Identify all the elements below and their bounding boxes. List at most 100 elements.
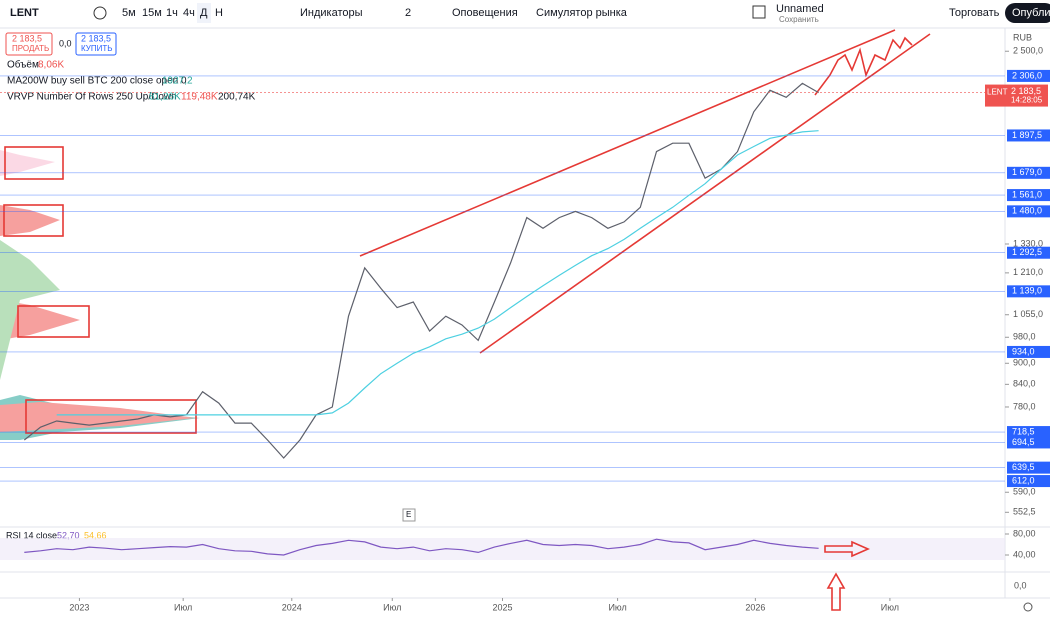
legend-volume-value: 8,06K <box>38 60 64 71</box>
macd-tick: 0,0 <box>1014 580 1027 590</box>
layout-name[interactable]: Unnamed <box>776 3 824 15</box>
y-tick-label: 80,00 <box>1013 528 1036 538</box>
interval[interactable]: 4ч <box>183 7 195 19</box>
sell-price[interactable]: 2 183,5 <box>12 33 42 43</box>
indicators[interactable]: Индикаторы <box>300 7 363 19</box>
sell-label[interactable]: ПРОДАТЬ <box>12 44 49 53</box>
x-tick-label: 2023 <box>69 602 89 612</box>
countdown: 14:28:05 <box>1011 96 1043 105</box>
y-tick-label: 1 055,0 <box>1013 309 1043 319</box>
legend-ma-value: 1927,2 <box>162 76 193 87</box>
layouts[interactable]: 2 <box>405 7 411 19</box>
buy-price[interactable]: 2 183,5 <box>81 33 111 43</box>
level-label-bg <box>1007 285 1050 298</box>
level-label-bg <box>1007 205 1050 218</box>
level-label: 1 139,0 <box>1012 286 1042 296</box>
level-label-bg <box>1007 189 1050 202</box>
checkbox[interactable] <box>752 5 766 19</box>
y-tick-label: 2 500,0 <box>1013 46 1043 56</box>
x-tick-label: 2025 <box>492 602 512 612</box>
y-tick-label: 40,00 <box>1013 549 1036 559</box>
last-price-bg <box>985 84 1048 107</box>
spread: 0,0 <box>59 38 72 48</box>
interval[interactable]: Д <box>200 7 208 19</box>
level-label-bg <box>1007 129 1050 142</box>
toolbar <box>0 0 1050 28</box>
legend-vrvp-up: 81,26K <box>149 92 181 103</box>
add-symbol[interactable] <box>93 6 107 20</box>
y-tick-label: 1 210,0 <box>1013 267 1043 277</box>
level-label-bg <box>1007 246 1050 259</box>
level-label-bg <box>1007 475 1050 488</box>
y-tick-label: 1 330,0 <box>1013 238 1043 248</box>
settings-icon[interactable] <box>1023 602 1033 612</box>
legend-ma: MA200W buy sell BTC 200 close open 0 <box>7 76 187 87</box>
badge-bg[interactable] <box>402 508 416 522</box>
x-tick-label: Июл <box>174 602 192 612</box>
level-label-bg <box>1007 166 1050 179</box>
level-label: 2 306,0 <box>1012 70 1042 80</box>
volume-profile <box>0 150 200 440</box>
interval[interactable]: 15м <box>142 7 162 19</box>
y-tick-label: 980,0 <box>1013 332 1036 342</box>
sell-button[interactable] <box>5 32 53 56</box>
rsi-band <box>0 538 1005 560</box>
save[interactable]: Сохранить <box>779 15 819 24</box>
level-label-bg <box>1007 345 1050 358</box>
level-label-bg <box>1007 426 1050 439</box>
currency: RUB <box>1013 32 1032 42</box>
legend-rsi-ma: 54,66 <box>84 530 107 540</box>
y-tick-label: 840,0 <box>1013 379 1036 389</box>
legend-vrvp-down: 119,48K <box>181 92 218 103</box>
legend-vrvp: VRVP Number Of Rows 250 Up/Down <box>7 92 177 103</box>
series-line <box>23 82 819 459</box>
series-line <box>24 538 819 556</box>
publish[interactable]: Опублик <box>1012 7 1050 19</box>
simulator[interactable]: Симулятор рынка <box>536 7 628 19</box>
legend-rsi-value: 52,70 <box>57 530 80 540</box>
last-price: 2 183,5 <box>1011 86 1041 96</box>
level-label: 718,5 <box>1012 426 1035 436</box>
y-tick-label: 552,5 <box>1013 507 1036 517</box>
pane: 80,00 40,00 <box>24 528 1036 559</box>
x-tick-label: Июл <box>608 602 626 612</box>
x-tick-label: 2024 <box>282 602 302 612</box>
legend-volume: Объём <box>7 59 39 71</box>
buy-button[interactable] <box>75 32 117 56</box>
series-line <box>56 130 819 416</box>
annotations <box>3 29 931 611</box>
pane: 2 500,0 1 330,0 1 210,0 1 055,0 980,0 900,0 84… <box>0 46 1050 612</box>
level-label-bg <box>1007 436 1050 449</box>
level-label-bg <box>1007 461 1050 474</box>
y-tick-label: 590,0 <box>1013 487 1036 497</box>
interval[interactable]: 5м <box>122 7 136 19</box>
publish-bg[interactable] <box>1005 3 1050 23</box>
level-label: 639,5 <box>1012 462 1035 472</box>
legend-vrvp-total: 200,74K <box>218 92 256 103</box>
x-tick-label: Июл <box>383 602 401 612</box>
interval[interactable]: 1ч <box>166 7 178 19</box>
y-tick-label: 900,0 <box>1013 358 1036 368</box>
badge[interactable]: E <box>406 510 411 519</box>
interval[interactable]: Н <box>215 7 223 19</box>
legend-rsi: RSI 14 close <box>6 530 57 540</box>
level-label: 1 679,0 <box>1012 167 1042 177</box>
level-label: 934,0 <box>1012 346 1035 356</box>
level-label: 1 897,5 <box>1012 130 1042 140</box>
interval-active-bg <box>197 3 211 23</box>
x-tick-label: Июл <box>881 602 899 612</box>
symbol[interactable]: LENT <box>10 7 39 19</box>
level-label: 1 292,5 <box>1012 247 1042 257</box>
buy-label[interactable]: КУПИТЬ <box>81 44 112 53</box>
alerts[interactable]: Оповещения <box>452 7 518 19</box>
y-tick-label: 780,0 <box>1013 401 1036 411</box>
level-label: 1 561,0 <box>1012 189 1042 199</box>
level-label: 612,0 <box>1012 475 1035 485</box>
trade[interactable]: Торговать <box>949 7 1000 19</box>
level-label: 694,5 <box>1012 437 1035 447</box>
x-tick-label: 2026 <box>745 602 765 612</box>
level-label-bg <box>1007 69 1050 82</box>
